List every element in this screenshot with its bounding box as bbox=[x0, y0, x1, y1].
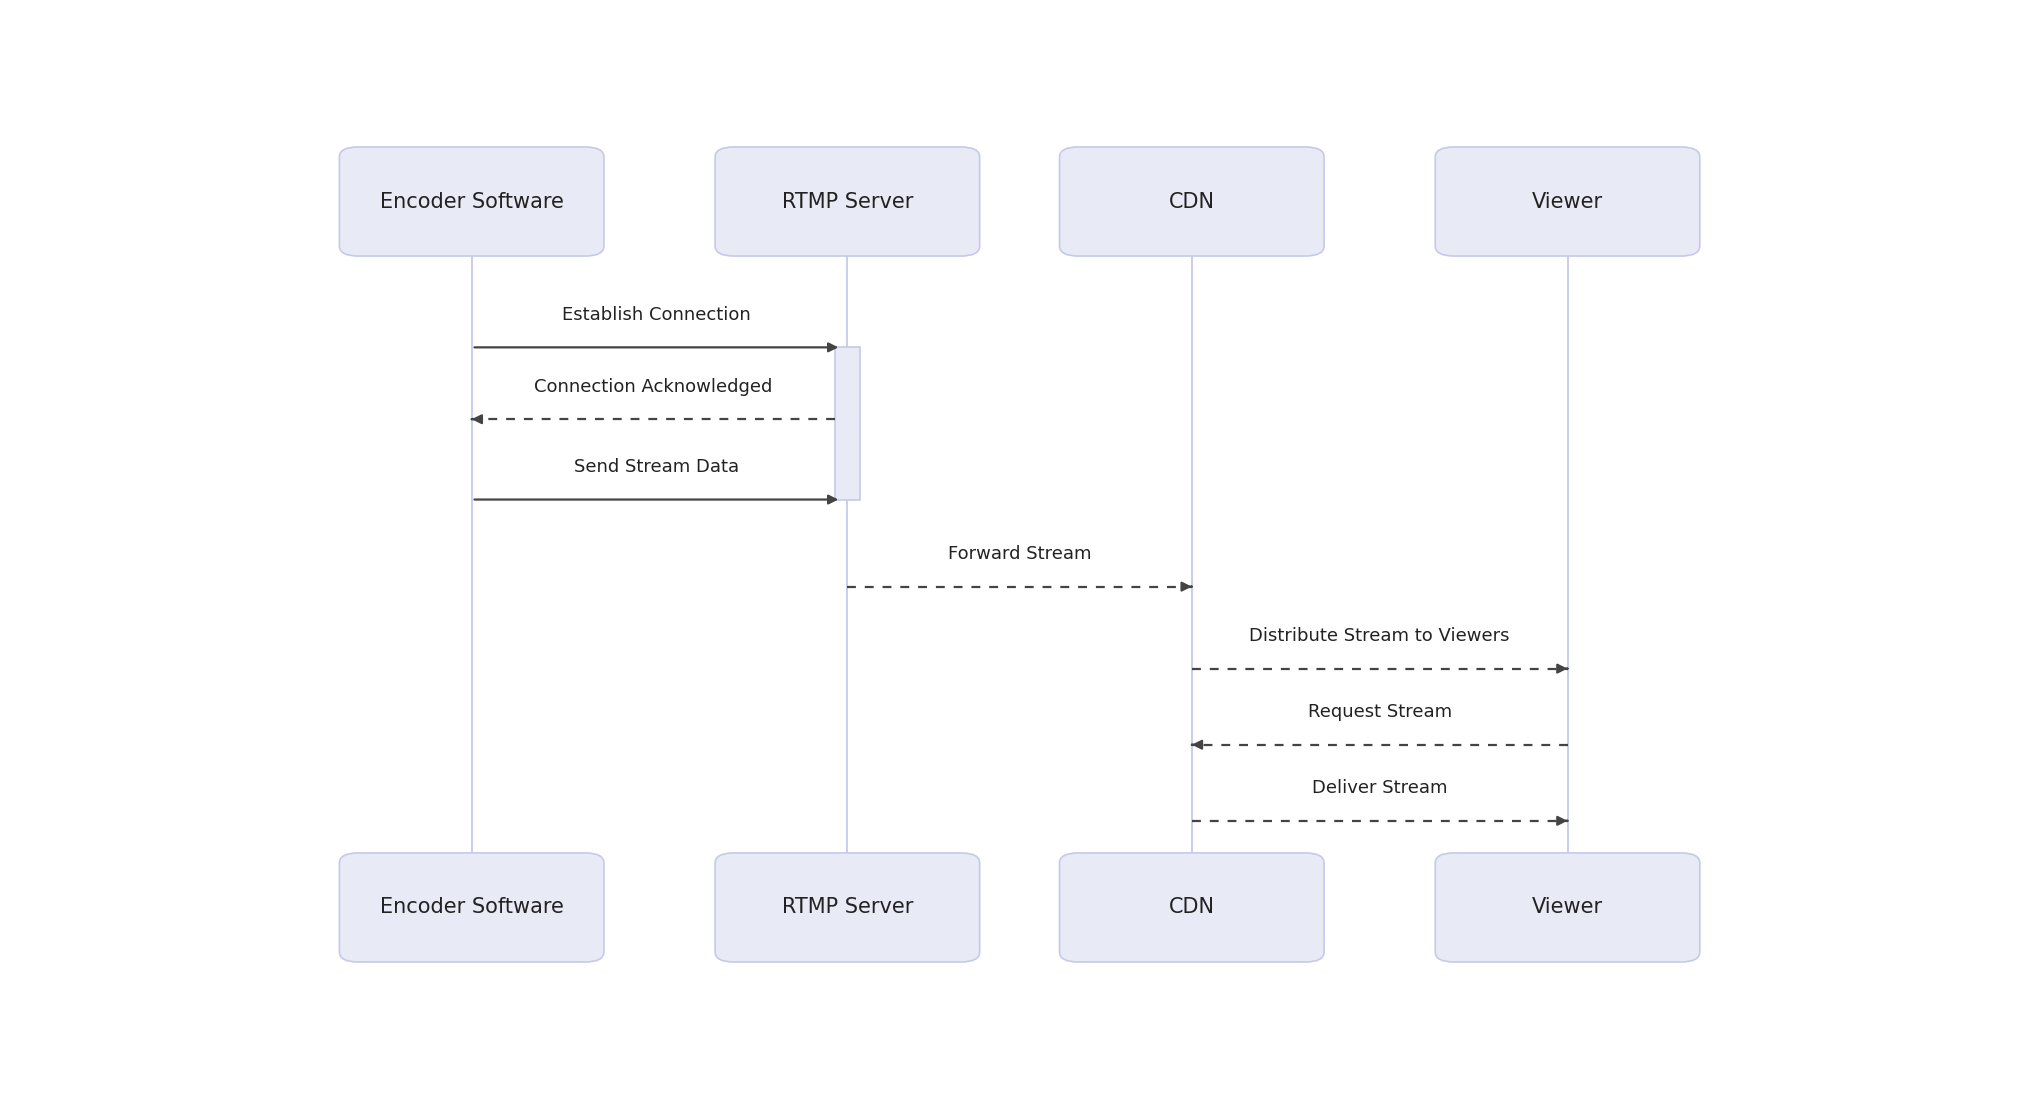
Text: RTMP Server: RTMP Server bbox=[782, 191, 913, 212]
FancyBboxPatch shape bbox=[339, 147, 604, 256]
FancyBboxPatch shape bbox=[1436, 147, 1699, 256]
FancyBboxPatch shape bbox=[715, 147, 980, 256]
FancyBboxPatch shape bbox=[1436, 853, 1699, 962]
Text: Establish Connection: Establish Connection bbox=[562, 305, 751, 324]
FancyBboxPatch shape bbox=[339, 853, 604, 962]
FancyBboxPatch shape bbox=[715, 853, 980, 962]
Text: CDN: CDN bbox=[1170, 897, 1214, 918]
Text: Send Stream Data: Send Stream Data bbox=[574, 458, 739, 475]
Text: Viewer: Viewer bbox=[1531, 897, 1604, 918]
Text: Distribute Stream to Viewers: Distribute Stream to Viewers bbox=[1250, 627, 1509, 645]
Text: Encoder Software: Encoder Software bbox=[380, 897, 564, 918]
Text: RTMP Server: RTMP Server bbox=[782, 897, 913, 918]
Text: Viewer: Viewer bbox=[1531, 191, 1604, 212]
Text: Encoder Software: Encoder Software bbox=[380, 191, 564, 212]
FancyBboxPatch shape bbox=[1060, 853, 1323, 962]
Text: CDN: CDN bbox=[1170, 191, 1214, 212]
Text: Deliver Stream: Deliver Stream bbox=[1311, 780, 1448, 797]
Text: Connection Acknowledged: Connection Acknowledged bbox=[533, 378, 772, 395]
Text: Request Stream: Request Stream bbox=[1307, 703, 1452, 721]
FancyBboxPatch shape bbox=[1060, 147, 1323, 256]
FancyBboxPatch shape bbox=[834, 347, 861, 500]
Text: Forward Stream: Forward Stream bbox=[947, 545, 1091, 563]
